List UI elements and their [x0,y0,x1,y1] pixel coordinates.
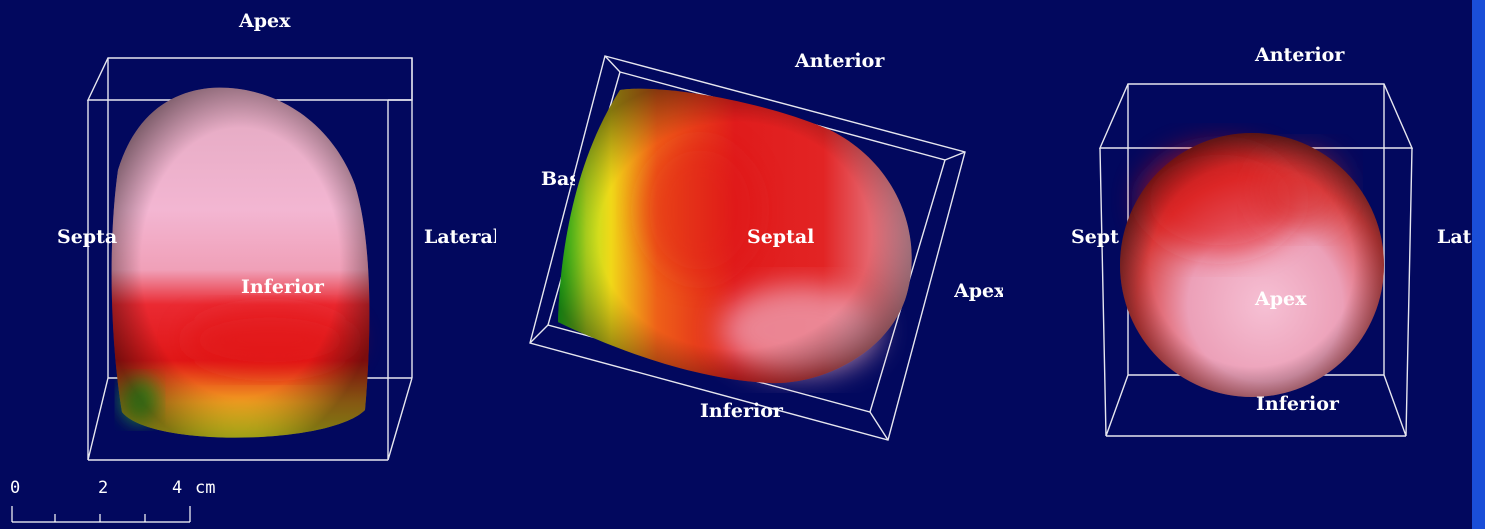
view-2 [529,55,966,441]
scale-tick-2: 2 [98,478,109,498]
scale-tick-0: 0 [10,478,21,498]
view-1-bounding-box [86,57,413,461]
view-2-label-left: Base [541,170,575,190]
view-2-label-right: Apex [954,282,1003,302]
view-1-label-left-clip: Septal [57,228,117,254]
view-3-label-center: Apex [1255,288,1307,310]
view-1-label-right-clip: Lateral [424,228,496,254]
right-edge-bar [1472,0,1485,529]
view-1-label-top: Apex [239,10,291,32]
view-2-label-left-clip: Base [541,170,575,196]
view-3-label-right: Lateral [1437,228,1472,248]
scale-bar-line [11,506,191,523]
view-3-label-right-clip: Lateral [1437,228,1472,254]
view-2-label-top: Anterior [795,50,885,72]
scale-unit: cm [195,478,216,498]
view-1-label-center: Inferior [241,276,324,298]
view-3-label-bottom: Inferior [1256,393,1339,415]
scale-tick-4: 4 [172,478,183,498]
view-1 [86,57,413,461]
view-1-label-right: Lateral [424,228,496,248]
view-3 [1098,83,1414,437]
view-3-label-left: Septal [1071,228,1119,248]
view-3-label-left-clip: Septal [1071,228,1119,254]
view-3-label-top: Anterior [1255,44,1345,66]
view-2-label-center: Septal [747,226,815,248]
view-2-label-right-clip: Apex [954,282,1003,308]
view-2-label-bottom: Inferior [700,400,783,422]
view-1-label-left: Septal [57,228,117,248]
